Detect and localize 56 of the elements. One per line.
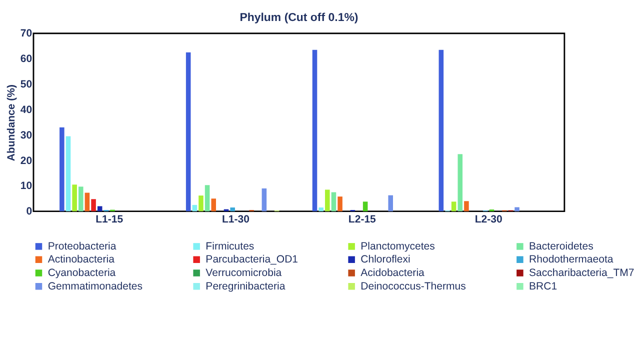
legend-label: Bacteroidetes [529, 240, 594, 252]
bar [97, 206, 102, 212]
bar [262, 188, 267, 212]
bar [388, 195, 393, 212]
bar [458, 154, 463, 212]
y-tick-label: 10 [20, 180, 32, 192]
bar [204, 185, 210, 212]
bar [66, 136, 71, 212]
y-tick-label: 60 [20, 53, 32, 66]
legend-label: Firmicutes [206, 240, 254, 252]
x-tick-label: L2-30 [474, 213, 502, 226]
bar [514, 207, 520, 212]
legend-label: Planctomycetes [360, 240, 435, 252]
bar [192, 204, 198, 212]
bar [186, 52, 191, 212]
bar [331, 192, 336, 212]
legend-label: Actinobacteria [48, 253, 115, 266]
legend-label: Gemmatimonadetes [48, 280, 143, 292]
bar [91, 199, 96, 212]
legend-label: Peregrinibacteria [206, 280, 286, 292]
legend-label: Verrucomicrobia [206, 266, 282, 279]
bar [84, 192, 90, 212]
x-tick-label: L1-15 [96, 213, 124, 226]
bar [312, 50, 318, 212]
x-tick-label: L1-30 [222, 213, 250, 226]
legend-label: Rhodothermaeota [529, 253, 614, 266]
y-tick-label: 70 [20, 28, 32, 40]
bar [438, 50, 444, 212]
x-tick-label: L2-15 [348, 213, 376, 226]
bar [325, 190, 330, 212]
bar [362, 202, 368, 212]
legend-label: BRC1 [529, 280, 558, 292]
legend-label: Chloroflexi [360, 253, 410, 266]
y-tick-label: 30 [20, 129, 32, 142]
y-tick-label: 20 [20, 154, 32, 167]
chart-title: Phylum (Cut off 0.1%) [240, 12, 358, 24]
legend-label: Deinococcus-Thermus [360, 280, 466, 292]
bar [60, 127, 64, 212]
y-tick-label: 50 [20, 78, 32, 91]
bar [451, 202, 456, 212]
legend-label: Acidobacteria [360, 266, 425, 279]
bar [78, 186, 84, 212]
y-axis-title: Abundance (%) [6, 84, 18, 162]
legend-label: Saccharibacteria_TM7 [529, 266, 634, 279]
legend-label: Parcubacteria_OD1 [206, 253, 298, 266]
legend-label: Proteobacteria [48, 240, 116, 252]
bar [198, 196, 204, 212]
legend-label: Cyanobacteria [48, 266, 116, 279]
bar [72, 184, 77, 212]
bar [230, 207, 235, 212]
bar [318, 207, 324, 212]
bar [211, 198, 216, 212]
y-tick-label: 0 [26, 206, 32, 218]
y-tick-label: 40 [20, 104, 32, 116]
bar [464, 201, 469, 212]
bar [338, 196, 342, 212]
